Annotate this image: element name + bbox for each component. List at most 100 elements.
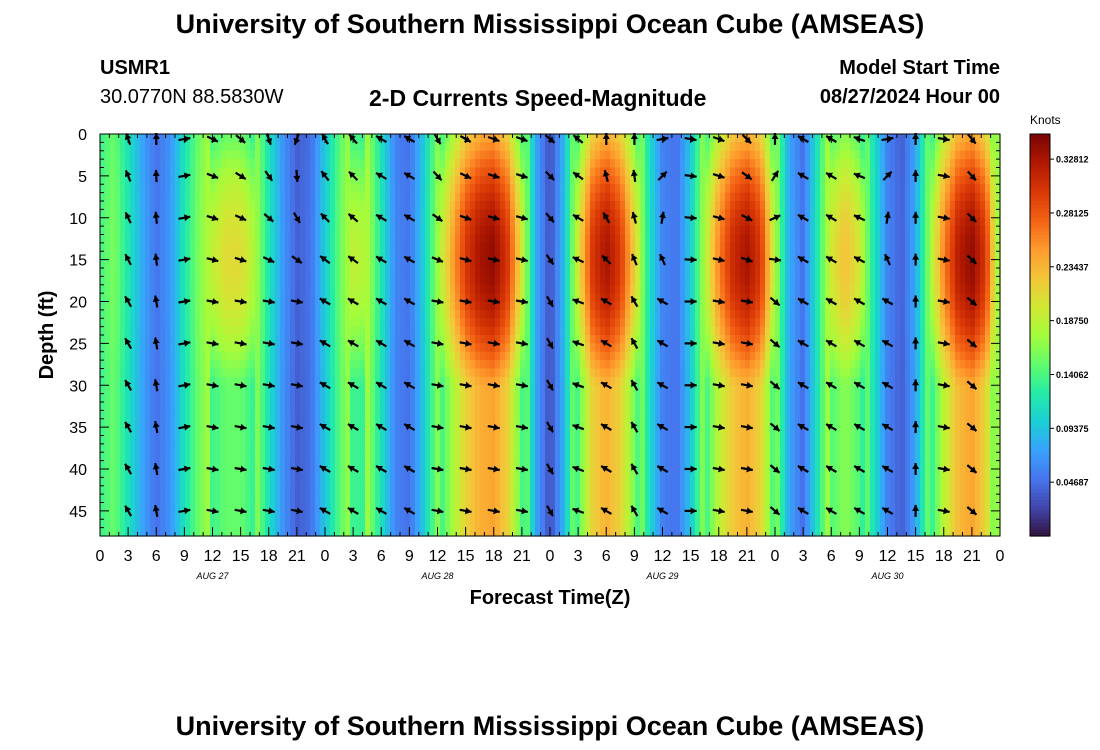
heatmap-cell [375, 175, 381, 185]
heatmap-cell [285, 268, 291, 277]
heatmap-cell [850, 226, 856, 236]
heatmap-cell [680, 301, 686, 311]
heatmap-cell [435, 226, 441, 236]
heatmap-cell [755, 335, 761, 344]
heatmap-cell [390, 351, 396, 361]
heatmap-cell [285, 234, 291, 244]
heatmap-cell [570, 284, 576, 294]
heatmap-cell [625, 226, 631, 236]
heatmap-cell [915, 335, 921, 344]
heatmap-cell [400, 309, 406, 319]
heatmap-cell [610, 226, 616, 236]
heatmap-cell [830, 242, 836, 252]
heatmap-cell [620, 201, 626, 210]
heatmap-cell [990, 268, 996, 277]
heatmap-cell [905, 284, 911, 294]
heatmap-cell [450, 242, 456, 252]
heatmap-cell [180, 268, 186, 277]
heatmap-cell [490, 309, 496, 319]
heatmap-cell [405, 276, 411, 286]
heatmap-cell [865, 150, 871, 160]
heatmap-cell [520, 234, 526, 244]
heatmap-cell [195, 293, 201, 303]
heatmap-cell [950, 150, 956, 160]
heatmap-cell [930, 251, 936, 261]
heatmap-cell [690, 351, 696, 361]
heatmap-cell [385, 259, 391, 269]
heatmap-cell [180, 217, 186, 227]
heatmap-cell [785, 217, 791, 227]
heatmap-cell [695, 251, 701, 261]
heatmap-cell [760, 150, 766, 160]
heatmap-cell [615, 150, 621, 160]
heatmap-cell [830, 184, 836, 194]
heatmap-cell [705, 159, 711, 169]
heatmap-cell [620, 343, 626, 353]
heatmap-cell [345, 142, 351, 152]
heatmap-cell [680, 234, 686, 244]
heatmap-cell [375, 326, 381, 336]
heatmap-cell [360, 159, 366, 169]
heatmap-cell [385, 217, 391, 227]
heatmap-cell [270, 150, 276, 160]
heatmap-cell [910, 184, 916, 194]
heatmap-cell [200, 217, 206, 227]
heatmap-cell [665, 293, 671, 303]
heatmap-cell [385, 318, 391, 328]
heatmap-cell [720, 251, 726, 261]
heatmap-cell [640, 142, 646, 152]
heatmap-cell [835, 150, 841, 160]
heatmap-cell [330, 351, 336, 361]
heatmap-cell [840, 217, 846, 227]
heatmap-cell [100, 234, 106, 244]
heatmap-cell [915, 326, 921, 336]
heatmap-cell [260, 175, 266, 185]
heatmap-cell [495, 343, 501, 353]
heatmap-cell [120, 201, 126, 210]
heatmap-cell [700, 192, 706, 202]
heatmap-cell [320, 301, 326, 311]
heatmap-cell [215, 142, 221, 152]
heatmap-cell [495, 259, 501, 269]
heatmap-cell [765, 251, 771, 261]
heatmap-cell [125, 242, 131, 252]
heatmap-cell [300, 242, 306, 252]
heatmap-cell [280, 318, 286, 328]
heatmap-cell [395, 142, 401, 152]
heatmap-cell [765, 335, 771, 344]
heatmap-cell [715, 259, 721, 269]
heatmap-cell [295, 360, 301, 370]
heatmap-cell [685, 293, 691, 303]
heatmap-cell [855, 301, 861, 311]
heatmap-cell [860, 318, 866, 328]
heatmap-cell [400, 284, 406, 294]
heatmap-cell [415, 276, 421, 286]
heatmap-cell [895, 309, 901, 319]
heatmap-cell [565, 167, 571, 177]
heatmap-cell [105, 259, 111, 269]
heatmap-cell [730, 167, 736, 177]
heatmap-cell [860, 234, 866, 244]
heatmap-cell [505, 268, 511, 277]
heatmap-cell [465, 251, 471, 261]
heatmap-cell [970, 159, 976, 169]
heatmap-cell [940, 259, 946, 269]
heatmap-cell [465, 142, 471, 152]
heatmap-cell [405, 150, 411, 160]
heatmap-cell [570, 175, 576, 185]
heatmap-cell [545, 226, 551, 236]
heatmap-cell [670, 142, 676, 152]
heatmap-cell [635, 159, 641, 169]
heatmap-cell [950, 184, 956, 194]
heatmap-cell [560, 335, 566, 344]
heatmap-cell [640, 184, 646, 194]
heatmap-cell [465, 318, 471, 328]
heatmap-cell [555, 217, 561, 227]
heatmap-cell [525, 175, 531, 185]
heatmap-cell [145, 184, 151, 194]
heatmap-cell [250, 201, 256, 210]
heatmap-cell [785, 234, 791, 244]
heatmap-cell [920, 293, 926, 303]
heatmap-cell [590, 284, 596, 294]
heatmap-cell [985, 251, 991, 261]
